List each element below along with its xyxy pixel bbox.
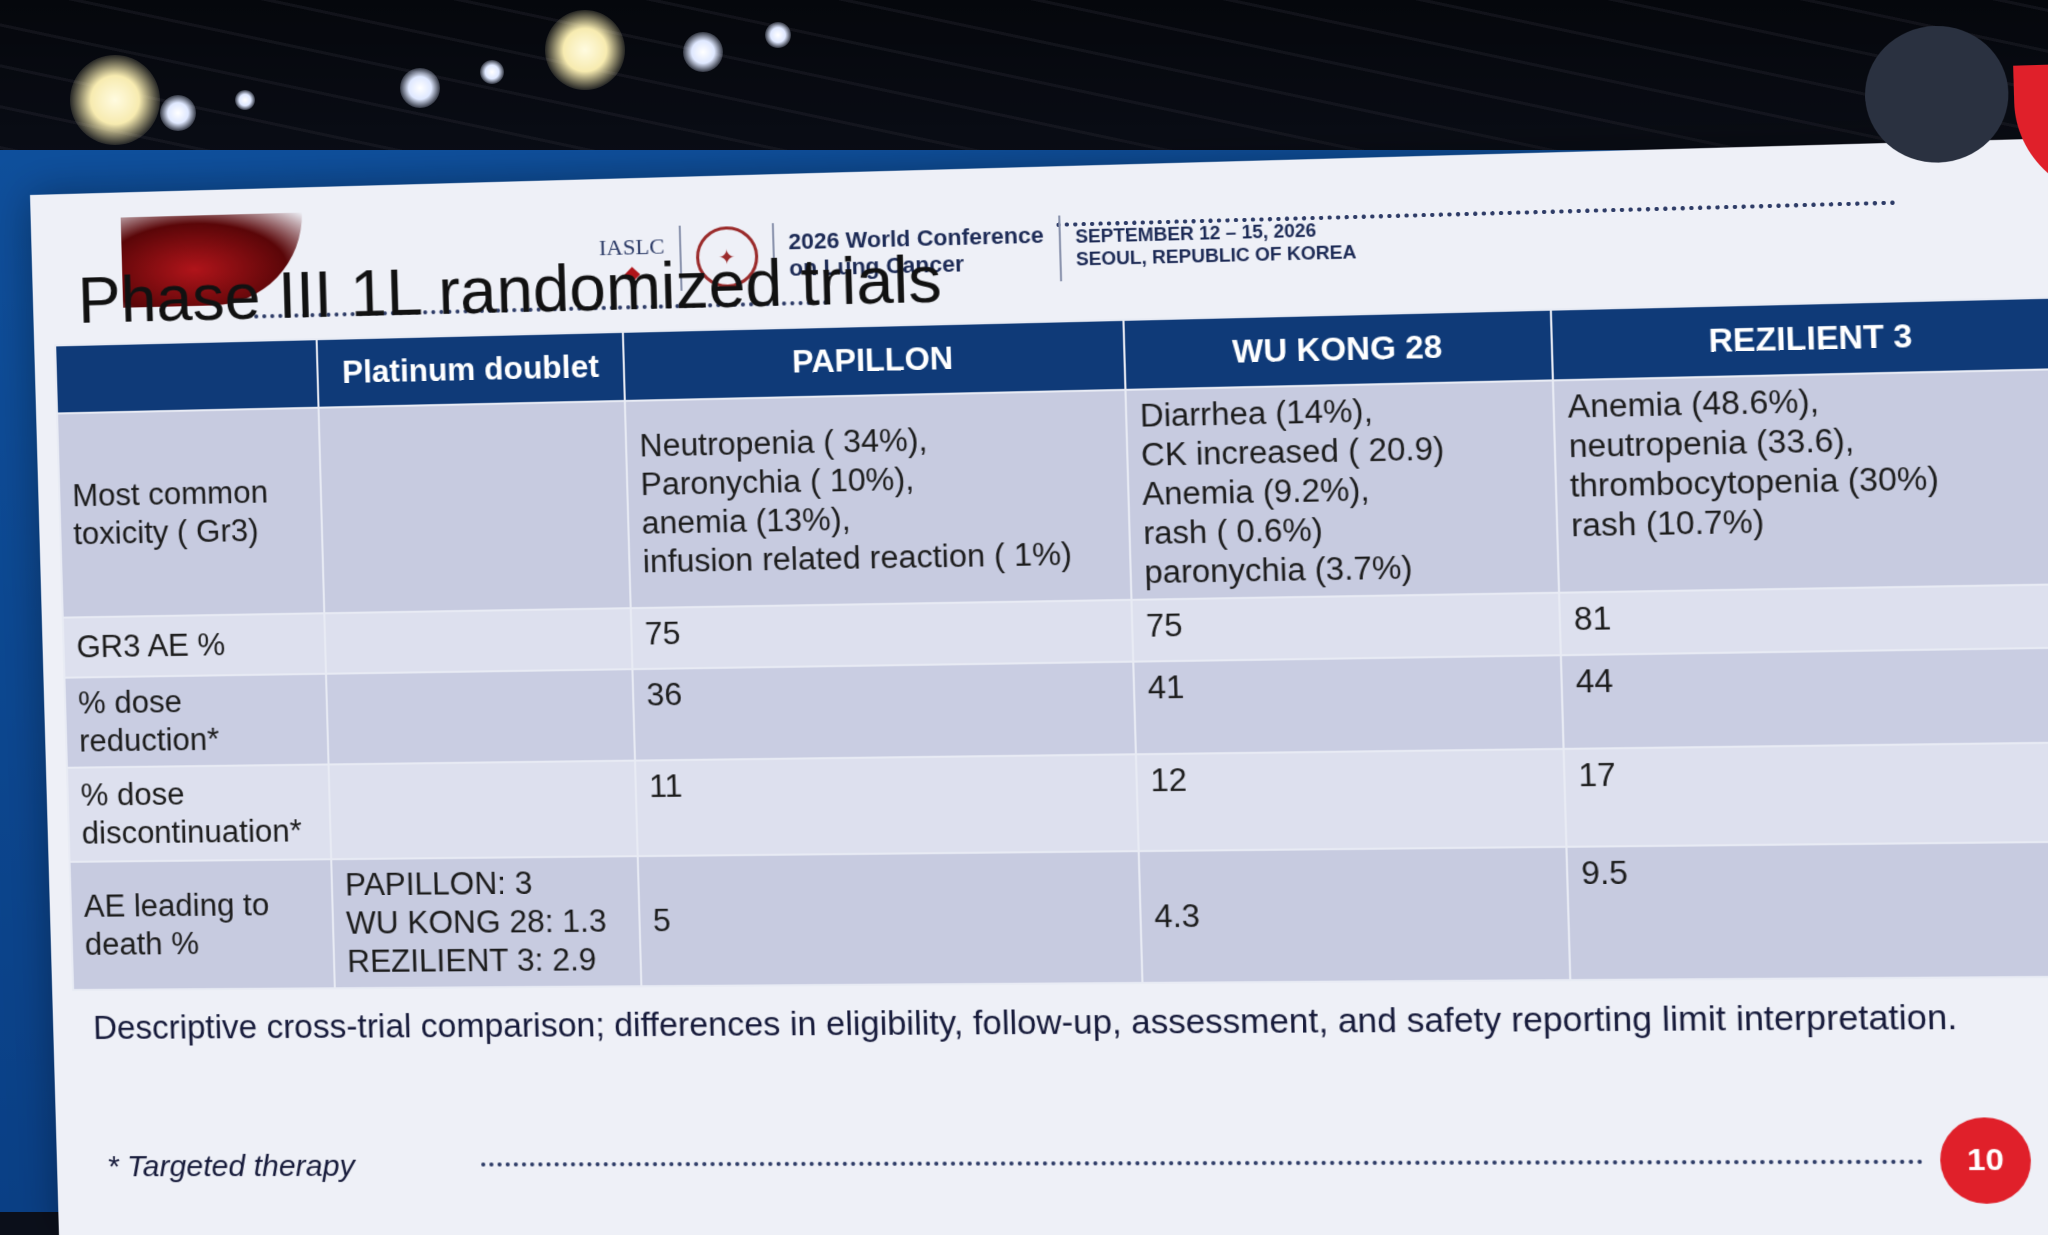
cell-line: REZILIENT 3: 2.9 (347, 941, 628, 982)
footnote: * Targeted therapy (107, 1150, 356, 1185)
stage-light (765, 22, 791, 48)
stage-light (545, 10, 625, 90)
table-cell: 11 (635, 754, 1139, 856)
table-cell: Anemia (48.6%), neutropenia (33.6), thro… (1553, 369, 2048, 593)
table-cell: 9.5 (1566, 842, 2048, 981)
row-label: GR3 AE % (63, 613, 326, 677)
column-header: WU KONG 28 (1123, 310, 1552, 390)
row-label: % dose discontinuation* (67, 764, 331, 861)
table-cell (319, 401, 631, 613)
toxicity-table: Platinum doublet PAPILLON WU KONG 28 REZ… (54, 296, 2048, 991)
table-cell: 75 (631, 600, 1134, 669)
stage-light (160, 95, 196, 131)
column-header: PAPILLON (623, 320, 1126, 401)
table-cell (329, 761, 638, 860)
table-cell: 81 (1559, 584, 2048, 655)
column-header: REZILIENT 3 (1551, 297, 2048, 380)
row-label: AE leading to death % (70, 859, 335, 990)
table-cell: 36 (632, 662, 1135, 761)
stage-light (400, 68, 440, 108)
table-cell: 5 (638, 851, 1143, 986)
cell-line: infusion related reaction ( 1%) (642, 534, 1117, 581)
row-label: Most common toxicity ( Gr3) (57, 408, 324, 618)
stage-light (235, 90, 255, 110)
table-cell: 41 (1133, 655, 1563, 754)
dotted-divider (481, 1160, 1924, 1167)
stage-light (683, 32, 723, 72)
cell-line: rash (10.7%) (1571, 497, 2048, 546)
comparison-note: Descriptive cross-trial comparison; diff… (93, 993, 2048, 1051)
stage-light (480, 60, 504, 84)
divider (1058, 216, 1062, 282)
column-header: Platinum doublet (317, 332, 625, 408)
stage-light (70, 55, 160, 145)
table-cell: 17 (1564, 742, 2048, 846)
table-row: AE leading to death % PAPILLON: 3 WU KON… (70, 842, 2048, 990)
cell-line: PAPILLON: 3 (345, 863, 626, 904)
row-label: % dose reduction* (64, 674, 328, 768)
cell-line: paronychia (3.7%) (1144, 546, 1545, 592)
page-number: 10 (1939, 1117, 2032, 1204)
table-cell: 4.3 (1139, 847, 1571, 983)
table-cell: 75 (1131, 593, 1560, 662)
table-row: Most common toxicity ( Gr3) Neutropenia … (57, 369, 2048, 618)
table-cell: Diarrhea (14%), CK increased ( 20.9) Ane… (1125, 380, 1559, 599)
cell-line: WU KONG 28: 1.3 (346, 902, 627, 943)
table-cell: 12 (1136, 749, 1567, 851)
column-header (55, 339, 318, 413)
table-cell: PAPILLON: 3 WU KONG 28: 1.3 REZILIENT 3:… (331, 856, 641, 988)
table-cell: Neutropenia ( 34%), Paronychia ( 10%), a… (625, 390, 1132, 608)
presentation-slide: IASLC ◆ ✦ 2026 World Conference on Lung … (30, 136, 2048, 1235)
table-cell (324, 608, 632, 674)
table-cell (326, 669, 635, 764)
conference-date-location: SEPTEMBER 12 – 15, 2026 SEOUL, REPUBLIC … (1075, 218, 1357, 271)
table-cell: 44 (1561, 647, 2048, 749)
